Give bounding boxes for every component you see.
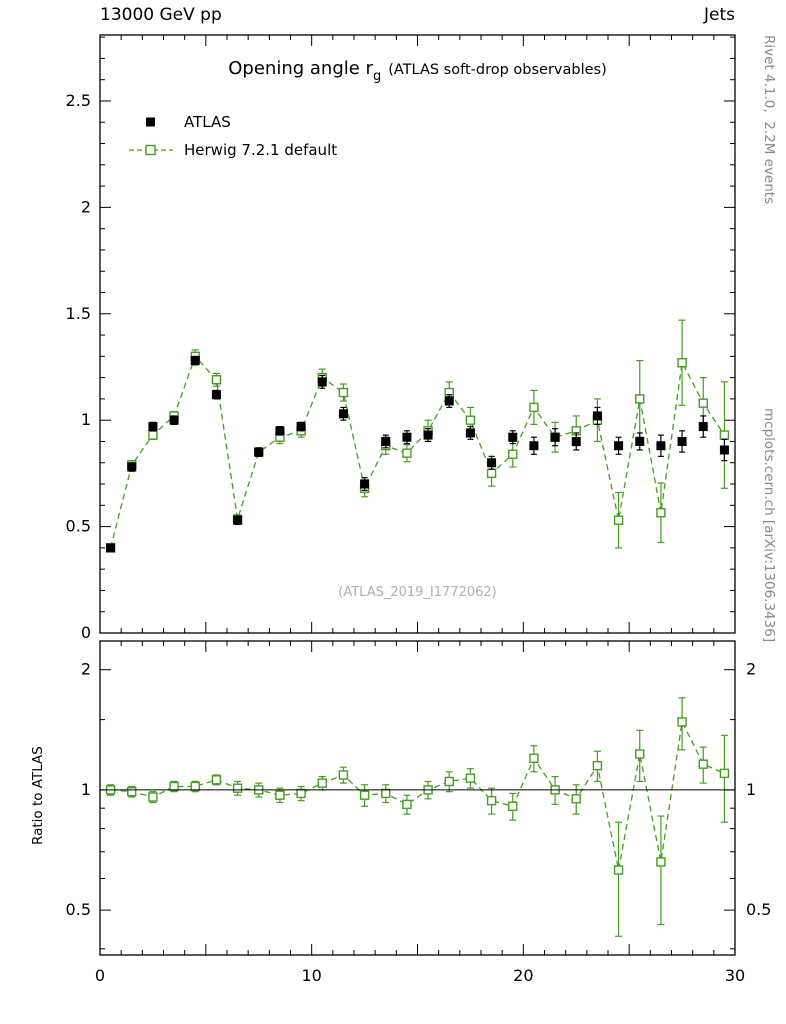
legend-item-herwig: Herwig 7.2.1 default — [128, 136, 337, 164]
mcplots-reference-note: mcplots.cern.ch [arXiv:1306.3436] — [761, 408, 777, 643]
beam-energy-label: 13000 GeV pp — [100, 5, 222, 25]
svg-text:1.5: 1.5 — [66, 304, 91, 323]
svg-text:1: 1 — [81, 780, 91, 799]
plot-title: Opening angle rg (ATLAS soft-drop observa… — [100, 58, 735, 84]
legend-label-herwig: Herwig 7.2.1 default — [184, 141, 338, 159]
svg-text:0.5: 0.5 — [66, 517, 91, 536]
ratio-panel-series — [105, 697, 730, 937]
axis-ticks — [99, 35, 736, 955]
legend-item-atlas: ATLAS — [128, 108, 337, 136]
svg-text:0: 0 — [95, 966, 105, 985]
svg-text:2.5: 2.5 — [66, 91, 91, 110]
atlas-main-series — [106, 355, 729, 553]
analysis-group-label: Jets — [704, 5, 735, 25]
svg-text:0: 0 — [81, 623, 91, 642]
svg-text:2: 2 — [81, 660, 91, 679]
rivet-version-note: Rivet 4.1.0, 2.2M events — [761, 35, 777, 205]
legend-label-atlas: ATLAS — [184, 113, 231, 131]
svg-text:1: 1 — [81, 410, 91, 429]
plot-title-subscript: g — [372, 69, 382, 84]
panel-borders — [99, 34, 736, 956]
analysis-id-watermark: (ATLAS_2019_I1772062) — [338, 585, 497, 600]
herwig-open-square-dashed-icon — [128, 143, 174, 157]
tick-labels: 00.511.522.50.5 0.51 12 20 10 20 30 — [66, 91, 772, 985]
svg-text:1: 1 — [746, 780, 756, 799]
plot-title-main: Opening angle r — [228, 58, 373, 79]
svg-text:2: 2 — [81, 197, 91, 216]
svg-text:30: 30 — [725, 966, 745, 985]
svg-text:0.5: 0.5 — [746, 900, 771, 919]
ratio-y-axis-title: Ratio to ATLAS — [30, 746, 46, 845]
svg-text:2: 2 — [746, 660, 756, 679]
svg-text:10: 10 — [301, 966, 321, 985]
legend: ATLAS Herwig 7.2.1 default — [128, 108, 337, 164]
atlas-filled-square-icon — [128, 115, 174, 129]
plot-title-note: (ATLAS soft-drop observables) — [388, 62, 607, 78]
herwig-main-series — [105, 319, 730, 553]
svg-text:0.5: 0.5 — [66, 900, 91, 919]
svg-text:20: 20 — [513, 966, 533, 985]
